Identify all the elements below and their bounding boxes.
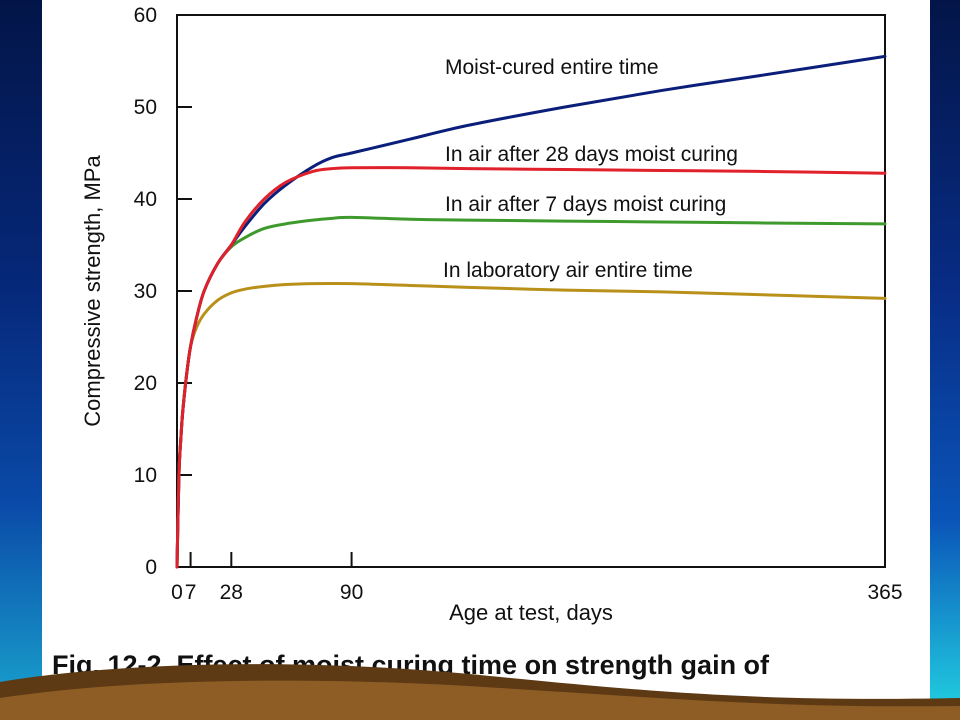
y-axis-tick-label: 30 bbox=[134, 280, 157, 303]
moist-cured-entire-time-line bbox=[175, 54, 887, 569]
x-axis-tick-label: 0 bbox=[171, 581, 183, 604]
y-axis-tick-label: 20 bbox=[134, 372, 157, 395]
moist-cured-entire-time-label: Moist-cured entire time bbox=[445, 56, 659, 79]
in-air-after-28-days-line bbox=[175, 166, 887, 569]
laboratory-air-entire-time-line bbox=[175, 281, 887, 569]
x-axis-tick-label: 365 bbox=[867, 581, 902, 604]
figure-caption-line-1: Fig. 12-2. Effect of moist curing time o… bbox=[52, 650, 770, 680]
y-axis-title: Compressive strength, MPa bbox=[80, 155, 105, 427]
laboratory-air-entire-time-label: In laboratory air entire time bbox=[443, 259, 693, 282]
plot-frame bbox=[176, 14, 886, 568]
y-axis-tick-label: 40 bbox=[134, 188, 157, 211]
x-axis-tick-label: 28 bbox=[220, 581, 243, 604]
in-air-after-28-days-label: In air after 28 days moist curing bbox=[445, 143, 738, 166]
y-axis-tick-label: 50 bbox=[134, 96, 157, 119]
figure-caption-line-2: concrete (Gonnerman and Shuman 1928). bbox=[52, 680, 587, 710]
figure-caption: Fig. 12-2. Effect of moist curing time o… bbox=[52, 650, 932, 710]
chart-series bbox=[175, 54, 887, 569]
in-air-after-7-days-label: In air after 7 days moist curing bbox=[445, 193, 726, 216]
y-axis-tick-label: 0 bbox=[145, 556, 157, 579]
x-axis-tick-label: 90 bbox=[340, 581, 363, 604]
x-axis-title: Age at test, days bbox=[449, 600, 613, 625]
x-axis-tick-label: 7 bbox=[185, 581, 197, 604]
chart-axes bbox=[176, 14, 886, 568]
y-axis-tick-label: 10 bbox=[134, 464, 157, 487]
y-axis-tick-label: 60 bbox=[134, 4, 157, 27]
right-slide-border bbox=[930, 0, 960, 720]
left-slide-border bbox=[0, 0, 42, 720]
